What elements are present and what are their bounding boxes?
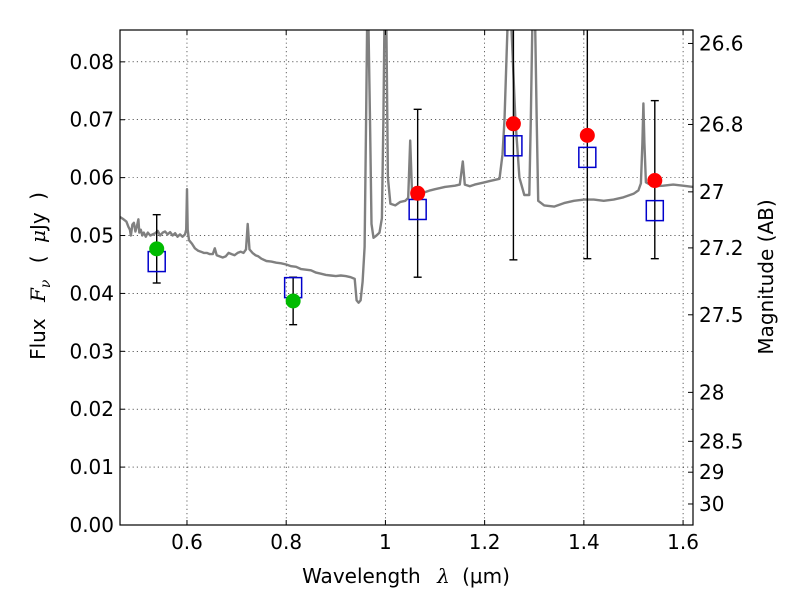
spectrum-line [120, 30, 693, 304]
x-tick-label: 1 [379, 530, 392, 554]
grid [120, 30, 693, 526]
y-tick-label: 0.07 [69, 108, 114, 132]
y2-tick-label: 27.2 [699, 236, 744, 260]
y-axis-label-unit-rest: Jy [26, 212, 50, 232]
y2-tick-label: 30 [699, 492, 724, 516]
y2-tick-label: 27.5 [699, 303, 744, 327]
y-axis-label-subscript: ν [38, 279, 54, 288]
y-tick-label: 0.04 [69, 281, 114, 305]
y-tick-label: 0.01 [69, 455, 114, 479]
red-data-point [579, 127, 595, 143]
green-data-point [149, 241, 165, 257]
model-box [578, 146, 597, 169]
y-axis-label-prefix: Flux [26, 318, 50, 360]
green-data-point [285, 293, 301, 309]
x-axis-label-unit: (μm) [462, 564, 510, 588]
y-tick-label: 0.08 [69, 50, 114, 74]
y2-tick-label: 26.8 [699, 112, 744, 136]
y-axis-label-unit-mu: μ [26, 230, 50, 243]
y-tick-label: 0.03 [69, 339, 114, 363]
data-point-layer [149, 116, 663, 309]
x-axis-label-prefix: Wavelength [302, 564, 421, 588]
y2-tick-label: 28.5 [699, 429, 744, 453]
y2-tick-label: 29 [699, 460, 724, 484]
tick-layer: 0.6 0.8 1 1.2 1.4 1.6 0.00 0.01 0.02 0.03 0.04 0.05… [69, 30, 744, 554]
model-box-layer [147, 135, 665, 299]
red-data-point [505, 116, 521, 132]
plot-frame [119, 29, 694, 526]
y-axis-label-unit-open: ( [26, 255, 50, 263]
y-tick-label: 0.05 [69, 224, 114, 248]
model-box [645, 199, 665, 222]
x-tick-label: 0.6 [171, 530, 203, 554]
y-tick-label: 0.06 [69, 166, 114, 190]
red-data-point [647, 173, 663, 189]
x-tick-label: 1.2 [469, 530, 501, 554]
y2-axis-label: Magnitude (AB) [754, 199, 778, 354]
y-tick-label: 0.00 [69, 513, 114, 537]
red-data-point [410, 185, 426, 201]
model-box [504, 135, 523, 157]
y2-tick-label: 27 [699, 180, 724, 204]
spectrum-layer [120, 30, 693, 304]
y2-tick-label: 26.6 [699, 31, 744, 55]
y-axis-label: Flux Fν ( μJy ) [26, 192, 55, 360]
y2-tick-label: 28 [699, 380, 724, 404]
x-axis-label: Wavelength λ (μm) [302, 564, 510, 588]
y-axis-label-unit-close: ) [26, 192, 50, 200]
x-tick-label: 0.8 [270, 530, 302, 554]
errorbar-layer [152, 30, 659, 326]
x-tick-label: 1.6 [667, 530, 699, 554]
x-axis-label-symbol: λ [436, 564, 450, 588]
x-tick-label: 1.4 [568, 530, 600, 554]
y-tick-label: 0.02 [69, 397, 114, 421]
y-axis-label-symbol: F [26, 287, 50, 303]
